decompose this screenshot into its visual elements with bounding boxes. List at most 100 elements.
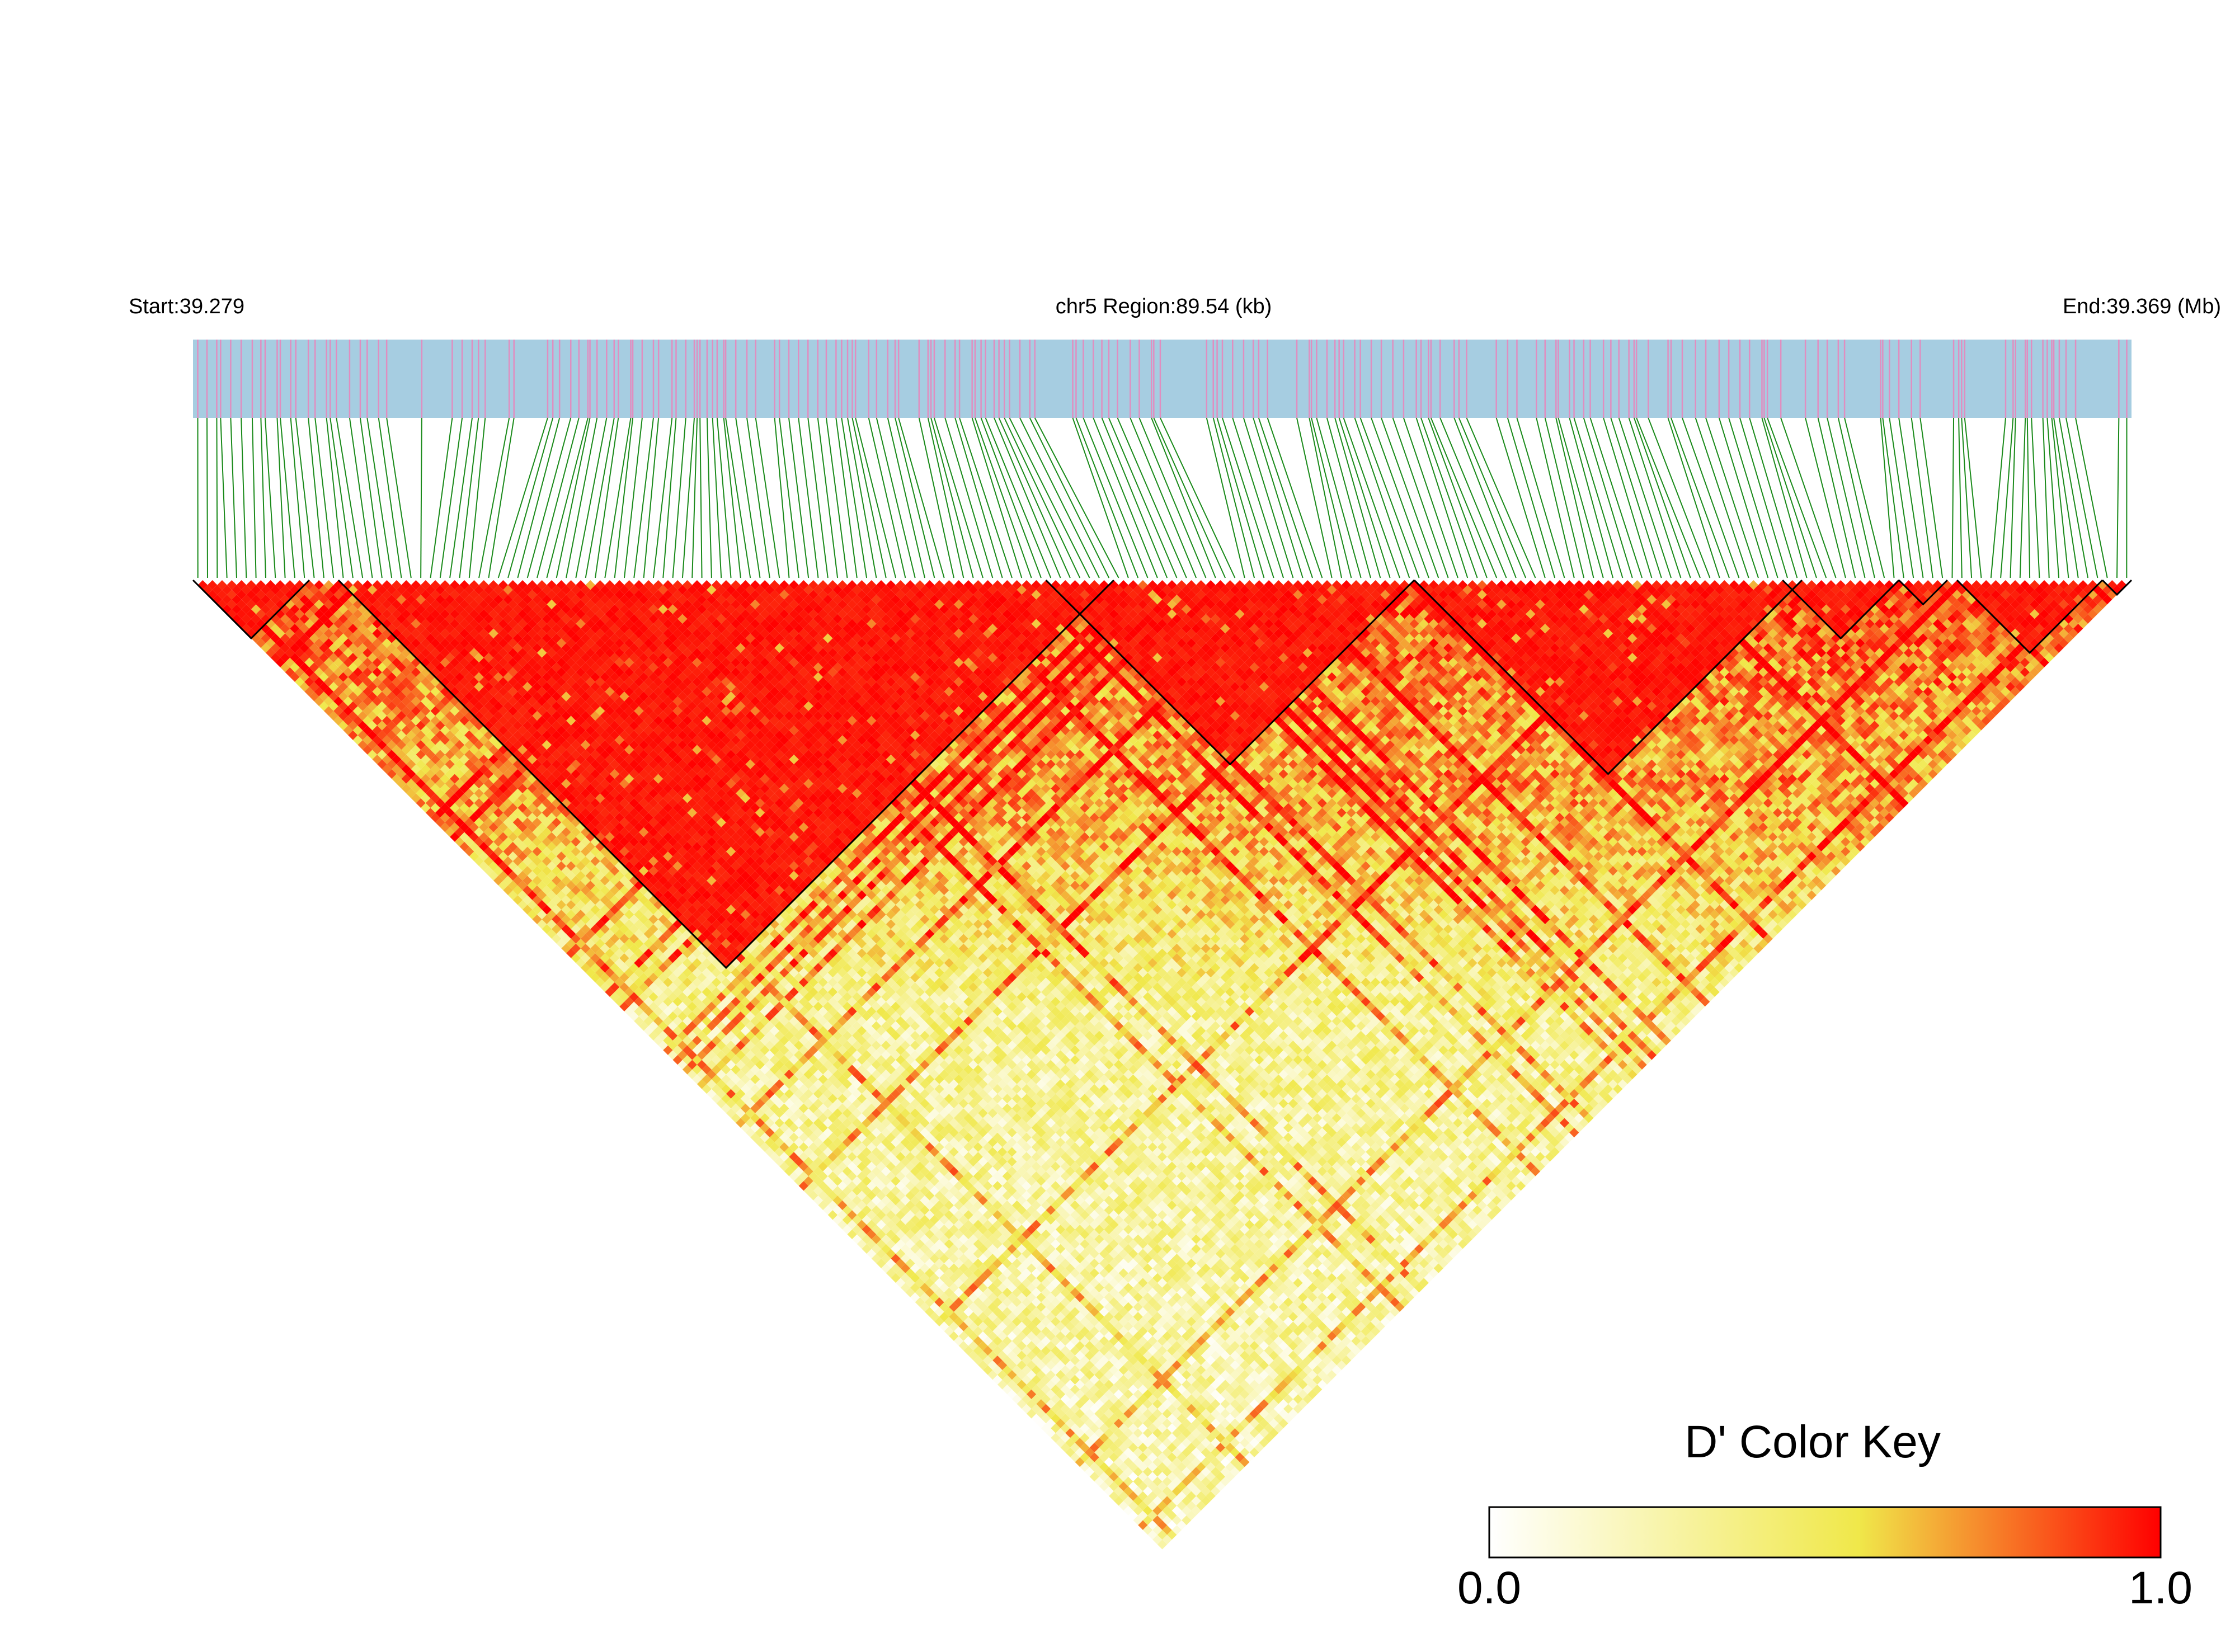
ld-cell: [576, 939, 586, 949]
snp-connector: [716, 417, 732, 578]
ld-cell: [523, 895, 533, 905]
ld-cell: [1080, 1462, 1090, 1472]
snp-connector: [1359, 417, 1420, 578]
snp-connector: [1667, 417, 1720, 578]
ld-cell: [265, 609, 276, 619]
snp-connector: [336, 417, 364, 578]
ld-cell: [256, 609, 266, 619]
ld-cell: [542, 914, 552, 925]
snp-connector: [1558, 417, 1604, 578]
ld-cell: [566, 939, 576, 949]
ld-cell: [1055, 1409, 1066, 1419]
ld-cell: [818, 1181, 828, 1191]
ld-cell: [1051, 1423, 1061, 1433]
ld-cell: [813, 1196, 824, 1206]
ld-cell: [236, 590, 247, 600]
snp-connector: [1573, 417, 1624, 578]
ld-cell: [934, 1278, 944, 1288]
ld-cell: [774, 1137, 784, 1147]
snp-connector: [1898, 417, 1924, 578]
ld-cell: [1147, 1510, 1158, 1521]
snp-connector: [691, 417, 698, 578]
ld-cell: [363, 745, 373, 755]
ld-cell: [702, 1065, 712, 1075]
ld-cell: [1017, 1389, 1027, 1399]
ld-cell: [755, 1127, 765, 1138]
ld-cell: [232, 594, 242, 605]
ld-cell: [634, 1006, 644, 1016]
ld-cell: [581, 943, 591, 954]
ld-cell: [217, 590, 227, 600]
snp-connector-lines: [197, 417, 2128, 578]
ld-cell: [609, 982, 620, 992]
ld-cell: [222, 594, 232, 605]
ld-cell: [537, 910, 547, 920]
ld-cell: [653, 1006, 664, 1016]
ld-cell: [1080, 1452, 1090, 1462]
snp-connector: [1151, 417, 1216, 578]
snp-connector: [847, 417, 877, 578]
snp-connector: [1138, 417, 1207, 578]
ld-cell: [915, 1258, 925, 1269]
ld-cell: [871, 1234, 882, 1244]
ld-cell: [687, 1050, 697, 1060]
ld-cell: [658, 1040, 668, 1051]
snp-connector: [1130, 417, 1197, 578]
ld-cell: [886, 1239, 896, 1249]
ld-cell: [982, 1336, 993, 1346]
end-label: End:39.369 (Mb): [2063, 295, 2221, 318]
ld-cell: [285, 667, 295, 677]
snp-connector: [230, 417, 237, 578]
snp-connector: [260, 417, 266, 578]
ld-cell: [1147, 1500, 1158, 1511]
ld-cell: [808, 1190, 818, 1201]
ld-cell: [343, 716, 353, 726]
ld-cell: [929, 1302, 940, 1312]
ld-cell: [963, 1336, 973, 1346]
ld-cell: [527, 890, 538, 900]
snp-connector: [430, 417, 453, 578]
snp-connector: [723, 417, 741, 578]
snp-connector: [1253, 417, 1304, 578]
ld-cell: [813, 1166, 824, 1176]
ld-cell: [915, 1278, 925, 1288]
ld-cell: [711, 1065, 722, 1075]
ld-cell: [643, 1006, 653, 1016]
ld-cell: [847, 1229, 857, 1240]
snp-connector: [954, 417, 1003, 578]
snp-connector: [1334, 417, 1381, 578]
ld-cell: [711, 1094, 722, 1104]
ld-cell: [581, 934, 591, 944]
snp-connector: [1212, 417, 1255, 578]
ld-cell: [871, 1254, 882, 1264]
ld-cell: [523, 885, 533, 896]
ld-cell: [454, 817, 465, 827]
ld-cell: [992, 1375, 1003, 1385]
ld-cell: [285, 628, 295, 638]
ld-cell: [367, 740, 378, 750]
snp-connector: [1072, 417, 1129, 578]
ld-cell: [726, 1089, 736, 1099]
ld-cell: [290, 643, 300, 653]
snp-connector: [378, 417, 402, 578]
ld-cell: [590, 934, 600, 944]
ld-cell: [614, 996, 624, 1007]
ld-cell: [585, 968, 595, 978]
snp-connector: [314, 417, 335, 578]
ld-cell: [1060, 1442, 1070, 1453]
ld-cell: [246, 599, 256, 609]
ld-cell: [261, 633, 271, 643]
ld-cell: [643, 996, 653, 1007]
ld-cell: [968, 1341, 978, 1351]
ld-cell: [1007, 1380, 1017, 1390]
ld-cell: [537, 890, 547, 900]
ld-cell: [387, 730, 397, 740]
ld-cell: [1133, 1505, 1143, 1515]
ld-cell: [377, 721, 387, 731]
ld-cell: [435, 779, 445, 789]
snp-connector: [1243, 417, 1294, 578]
snp-connector: [594, 417, 619, 578]
ld-cell: [503, 885, 513, 896]
ld-cell: [726, 1098, 736, 1109]
ld-cell: [217, 599, 227, 609]
